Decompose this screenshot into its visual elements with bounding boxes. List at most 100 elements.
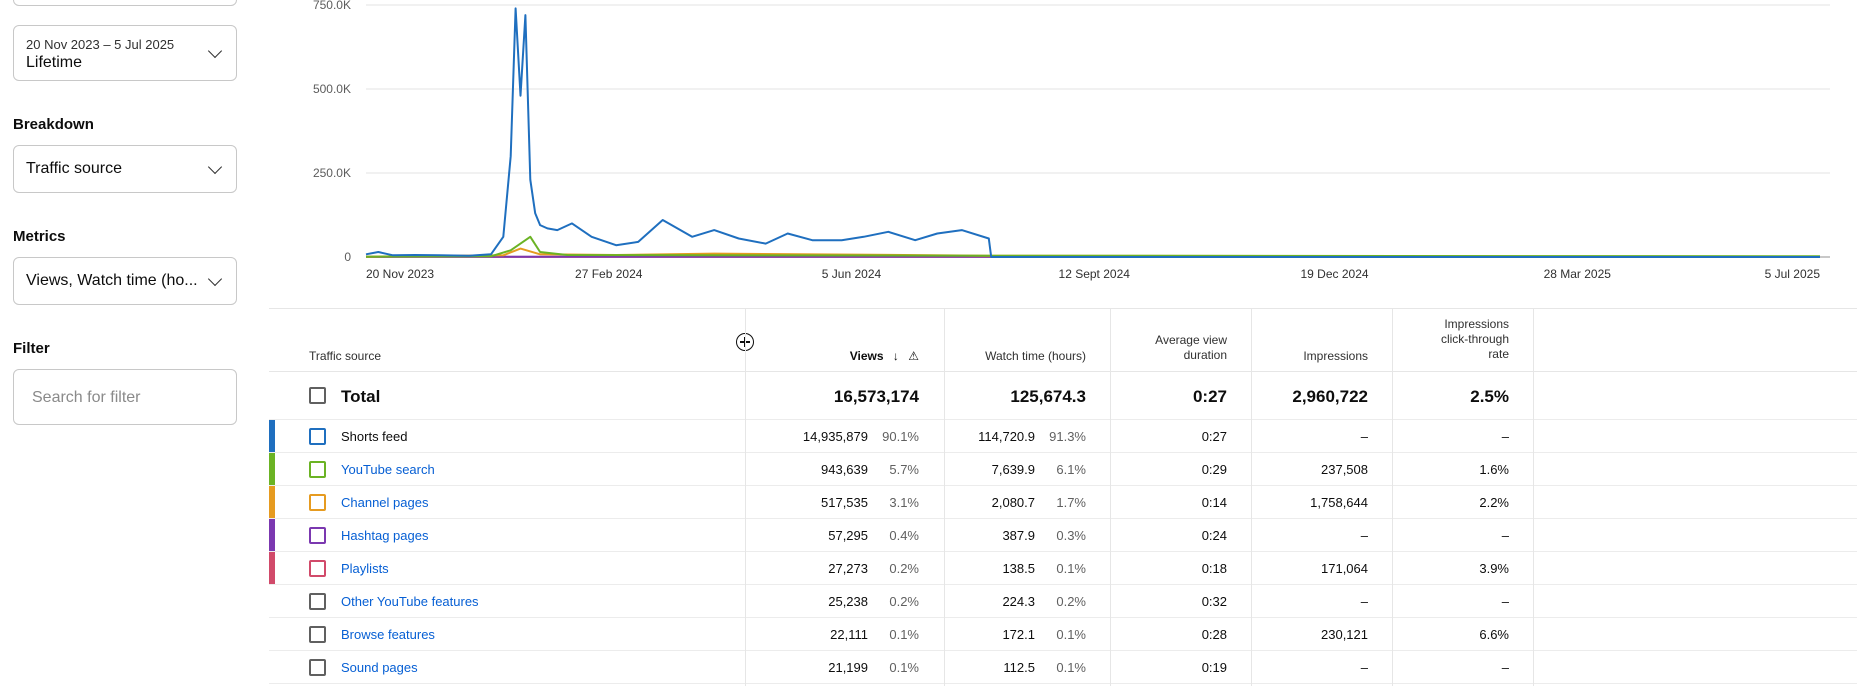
row-label[interactable]: Playlists (341, 561, 389, 576)
row-watch-time: 387.9 (1002, 528, 1035, 543)
row-views: 57,295 (828, 528, 868, 543)
row-views-pct: 5.7% (889, 462, 919, 477)
row-watch-pct: 1.7% (1056, 495, 1086, 510)
row-watch-time: 138.5 (1002, 561, 1035, 576)
table-row: Playlists 27,273 0.2% 138.5 0.1% 0:18 171,064 3… (269, 552, 1857, 585)
row-impressions: 237,508 (1321, 462, 1368, 477)
partial-top-control[interactable] (13, 0, 237, 6)
row-watch-pct: 0.1% (1056, 627, 1086, 642)
row-views: 21,199 (828, 660, 868, 675)
column-divider (745, 308, 746, 686)
x-tick-label: 19 Dec 2024 (1300, 267, 1368, 281)
x-tick-label: 5 Jul 2025 (1765, 267, 1821, 281)
column-divider (1110, 308, 1111, 686)
traffic-source-table: Traffic source Views ↓ ⚠ Watch time (hou… (269, 308, 1857, 686)
date-range-dropdown[interactable]: 20 Nov 2023 – 5 Jul 2025 Lifetime (13, 25, 237, 81)
row-checkbox[interactable] (309, 527, 326, 544)
total-watch-time: 125,674.3 (1010, 387, 1086, 406)
header-watch-time[interactable]: Watch time (hours) (985, 349, 1086, 363)
y-tick-label: 500.0K (313, 82, 351, 96)
row-avg-duration: 0:29 (1201, 462, 1227, 477)
row-label[interactable]: Channel pages (341, 495, 429, 510)
total-checkbox[interactable] (309, 387, 326, 404)
row-label[interactable]: Browse features (341, 627, 435, 642)
total-label: Total (341, 387, 381, 406)
filter-placeholder: Search for filter (32, 389, 141, 406)
row-label[interactable]: Other YouTube features (341, 594, 479, 609)
row-checkbox[interactable] (309, 626, 326, 643)
header-views-label: Views (849, 349, 884, 363)
row-checkbox[interactable] (309, 659, 326, 676)
series-line (365, 235, 1821, 258)
row-watch-pct: 0.3% (1056, 528, 1086, 543)
chevron-down-icon (207, 271, 223, 287)
column-divider (944, 308, 945, 686)
row-avg-duration: 0:18 (1201, 561, 1227, 576)
chart-svg: 0 250.0K 500.0K 750.0K 20 Nov 2023 27 Feb 202… (313, 0, 1830, 281)
row-views: 14,935,879 (802, 429, 868, 444)
column-divider (1392, 308, 1393, 686)
row-watch-pct: 0.1% (1056, 660, 1086, 675)
row-checkbox[interactable] (309, 593, 326, 610)
breakdown-value: Traffic source (26, 160, 123, 177)
x-tick-label: 28 Mar 2025 (1544, 267, 1612, 281)
row-views-pct: 0.2% (889, 561, 919, 576)
row-avg-duration: 0:14 (1201, 495, 1227, 510)
row-checkbox[interactable] (309, 560, 326, 577)
header-traffic-source[interactable]: Traffic source (309, 349, 382, 363)
header-ctr-line-2: click-through (1440, 332, 1509, 346)
series-color-bar (269, 453, 275, 485)
total-row: Total 16,573,174 125,674.3 0:27 2,960,72… (269, 372, 1857, 420)
row-impressions: 171,064 (1321, 561, 1368, 576)
row-ctr: 3.9% (1479, 561, 1509, 576)
breakdown-label: Breakdown (13, 116, 94, 133)
row-watch-time: 7,639.9 (991, 462, 1035, 477)
x-tick-label: 27 Feb 2024 (575, 267, 643, 281)
traffic-line-chart: 0 250.0K 500.0K 750.0K 20 Nov 2023 27 Feb 202… (270, 0, 1857, 300)
row-label[interactable]: Hashtag pages (341, 528, 429, 543)
table-row: Other YouTube features 25,238 0.2% 224.3 0.2… (269, 585, 1857, 618)
sidebar: 20 Nov 2023 – 5 Jul 2025 Lifetime Breakd… (0, 0, 270, 686)
row-avg-duration: 0:28 (1201, 627, 1227, 642)
row-impressions: – (1360, 429, 1368, 444)
row-impressions: 230,121 (1321, 627, 1368, 642)
row-watch-time: 112.5 (1003, 660, 1035, 675)
row-ctr: 6.6% (1479, 627, 1509, 642)
y-tick-label: 250.0K (313, 166, 351, 180)
row-impressions: 1,758,644 (1310, 495, 1368, 510)
row-checkbox[interactable] (309, 428, 326, 445)
column-divider (1533, 308, 1534, 686)
header-ctr[interactable]: Impressions click-through rate (1441, 317, 1509, 362)
row-watch-pct: 0.1% (1056, 561, 1086, 576)
total-impressions: 2,960,722 (1292, 387, 1368, 406)
row-views-pct: 3.1% (889, 495, 919, 510)
filter-search-input[interactable]: Search for filter (13, 369, 237, 425)
date-range-text: 20 Nov 2023 – 5 Jul 2025 (26, 37, 175, 52)
header-impressions[interactable]: Impressions (1303, 349, 1368, 363)
row-label[interactable]: YouTube search (341, 462, 435, 477)
header-avg-line-2: duration (1183, 348, 1227, 362)
header-views[interactable]: Views ↓ ⚠ (850, 349, 919, 364)
table-header: Traffic source Views ↓ ⚠ Watch time (hou… (269, 308, 1857, 372)
header-average-view-duration[interactable]: Average view duration (1155, 333, 1227, 363)
row-checkbox[interactable] (309, 461, 326, 478)
row-ctr: – (1501, 429, 1509, 444)
row-views: 25,238 (828, 594, 868, 609)
table-row: Sound pages 21,199 0.1% 112.5 0.1% 0:19 – – (269, 651, 1857, 684)
row-label[interactable]: Sound pages (341, 660, 418, 675)
row-views: 943,639 (821, 462, 868, 477)
row-watch-time: 114,720.9 (978, 429, 1035, 444)
row-watch-time: 224.3 (1002, 594, 1035, 609)
table-row: Hashtag pages 57,295 0.4% 387.9 0.3% 0:24 – – (269, 519, 1857, 552)
row-views: 517,535 (821, 495, 868, 510)
row-checkbox[interactable] (309, 494, 326, 511)
breakdown-dropdown[interactable]: Traffic source (13, 145, 237, 193)
header-ctr-line-1: Impressions (1444, 317, 1509, 331)
row-views-pct: 0.1% (889, 660, 919, 675)
series-line (365, 7, 1820, 258)
metrics-dropdown[interactable]: Views, Watch time (ho... (13, 257, 237, 305)
metrics-value: Views, Watch time (ho... (26, 272, 198, 289)
row-ctr: – (1501, 660, 1509, 675)
series-color-bar (269, 420, 275, 452)
row-ctr: – (1501, 528, 1509, 543)
